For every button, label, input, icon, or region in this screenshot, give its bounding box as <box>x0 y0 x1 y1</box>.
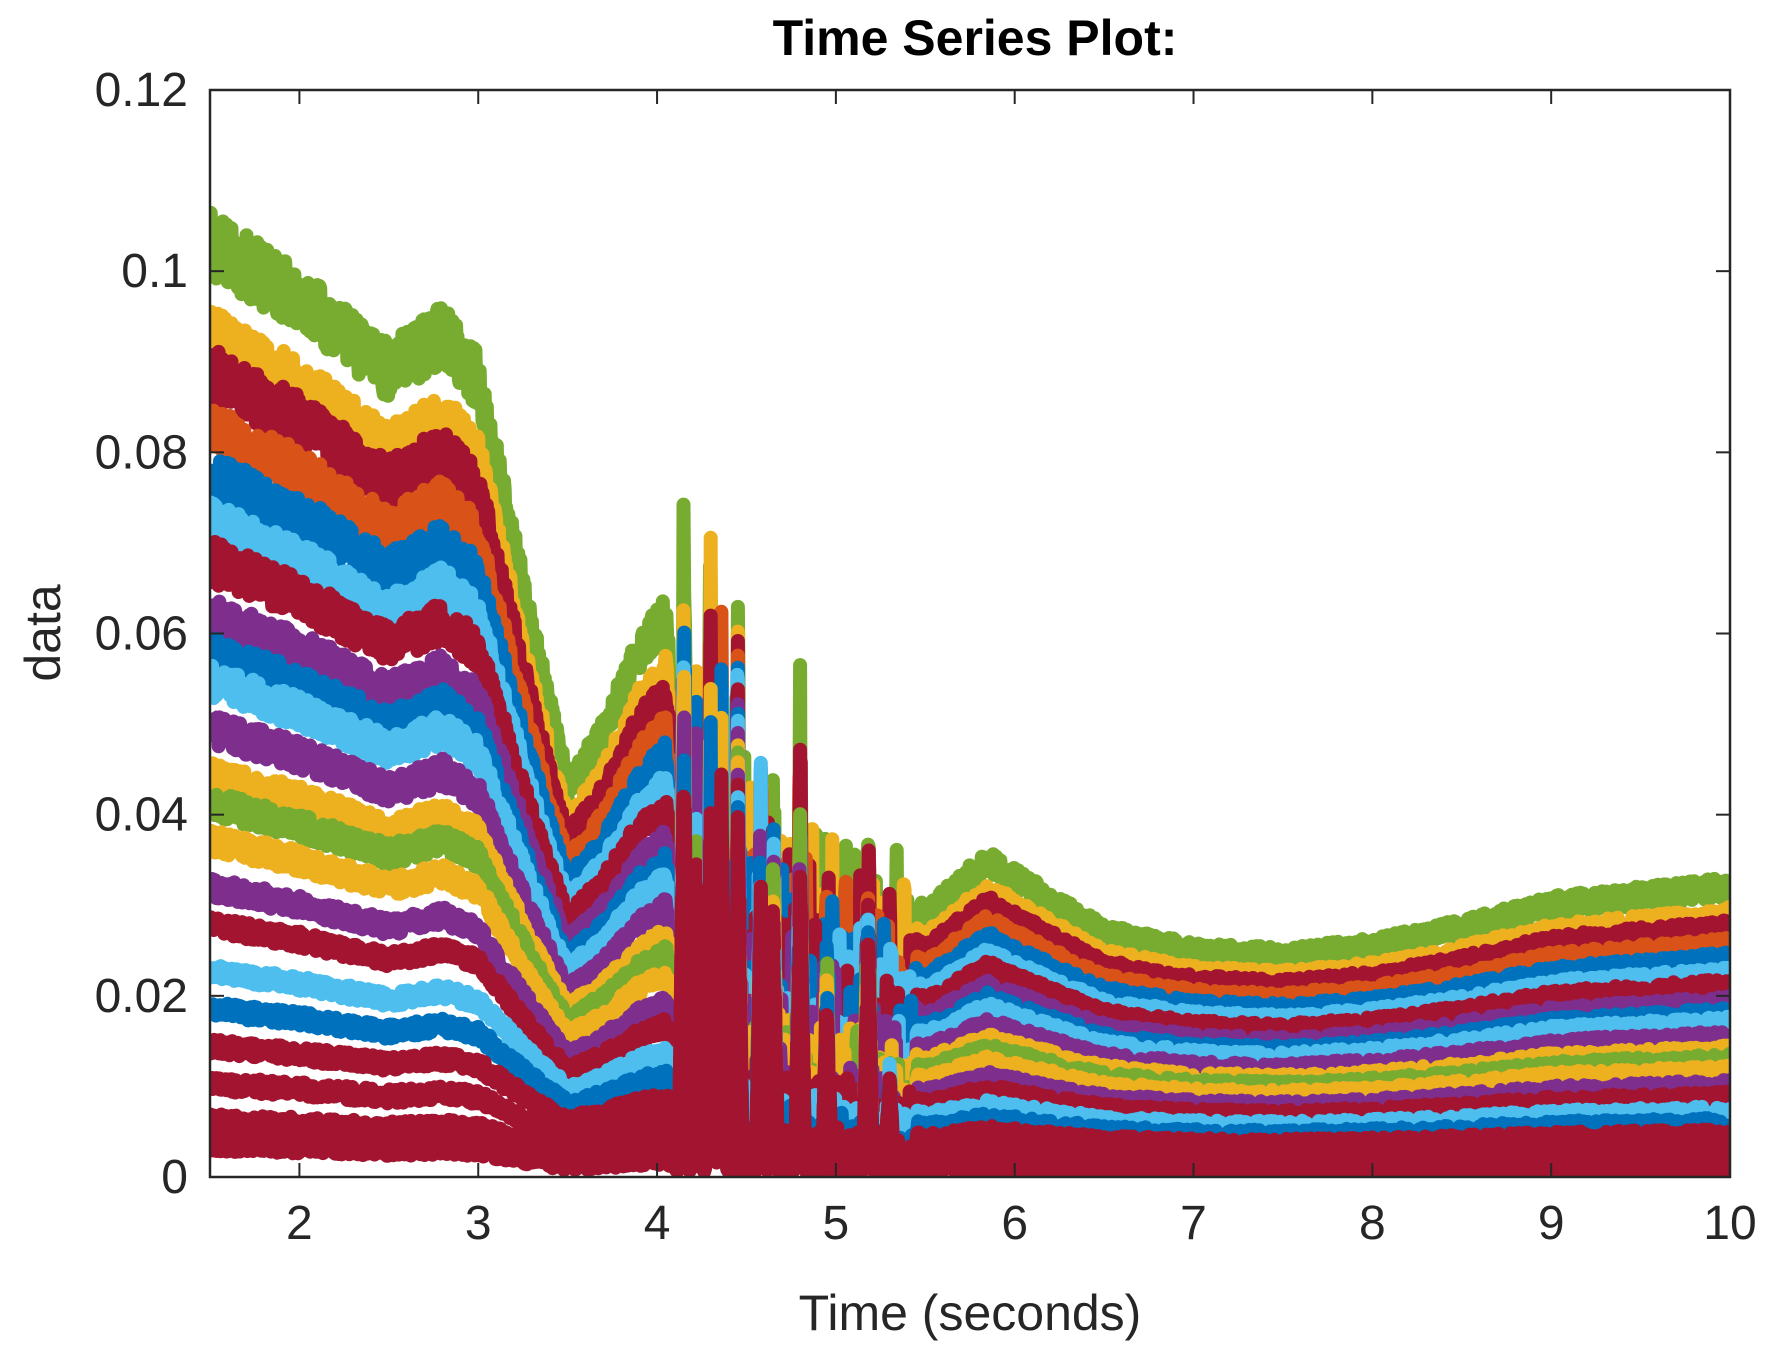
x-tick-label-4: 4 <box>644 1197 671 1250</box>
series-line-10 <box>210 658 1730 1177</box>
series-line-11 <box>210 707 1730 1177</box>
x-tick-label-8: 8 <box>1359 1197 1386 1250</box>
series-line-22 <box>210 806 1730 1177</box>
series-line-3 <box>210 344 1730 1172</box>
y-tick-label-0.1: 0.1 <box>121 245 188 298</box>
x-axis-label: Time (seconds) <box>799 1285 1142 1341</box>
y-tick-label-0.12: 0.12 <box>95 64 188 117</box>
x-tick-label-9: 9 <box>1538 1197 1565 1250</box>
y-tick-label-0: 0 <box>161 1151 188 1204</box>
x-tick-label-6: 6 <box>1001 1197 1028 1250</box>
series-layer <box>210 205 1730 1177</box>
x-tick-label-2: 2 <box>286 1197 313 1250</box>
series-line-4 <box>210 403 1730 1177</box>
series-line-16 <box>210 777 1730 1177</box>
y-tick-label-0.08: 0.08 <box>95 426 188 479</box>
x-tick-label-3: 3 <box>465 1197 492 1250</box>
chart-title: Time Series Plot: <box>773 10 1178 66</box>
y-tick-label-0.06: 0.06 <box>95 608 188 661</box>
tick-layer: 2 3 4 5 6 7 8 9 10 0 0.02 0.04 0.06 0.08 0.1 0.12 <box>95 64 1757 1250</box>
x-tick-label-5: 5 <box>823 1197 850 1250</box>
series-line-1 <box>210 205 1730 1166</box>
y-tick-label-0.02: 0.02 <box>95 970 188 1023</box>
y-axis-label: data <box>15 584 71 682</box>
y-tick-label-0.04: 0.04 <box>95 789 188 842</box>
x-tick-label-7: 7 <box>1180 1197 1207 1250</box>
x-tick-label-10: 10 <box>1703 1197 1756 1250</box>
